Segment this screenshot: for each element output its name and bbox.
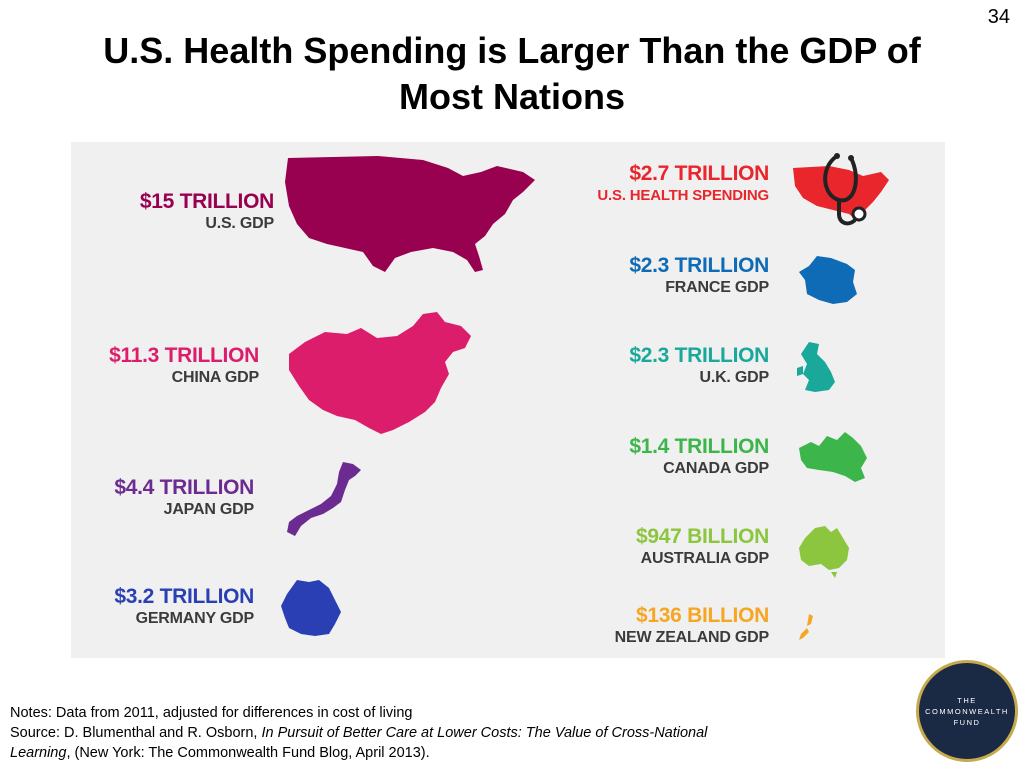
australia-map-icon (799, 526, 849, 578)
notes-line: Notes: Data from 2011, adjusted for diff… (10, 705, 413, 721)
value-france-gdp: $2.3 TRILLION (629, 254, 769, 277)
slide-title-line-1: U.S. Health Spending is Larger Than the … (103, 30, 921, 71)
label-france-gdp: $2.3 TRILLION FRANCE GDP (539, 254, 769, 298)
label-us-gdp: $15 TRILLION U.S. GDP (74, 190, 274, 234)
label-germany-gdp: $3.2 TRILLION GERMANY GDP (54, 585, 254, 629)
source-line-2: Learning, (New York: The Commonwealth Fu… (10, 743, 890, 763)
name-australia-gdp: AUSTRALIA GDP (640, 550, 770, 567)
value-australia-gdp: $947 BILLION (636, 525, 769, 548)
canada-map-icon (799, 432, 867, 482)
slide-number: 34 (987, 6, 1010, 28)
uk-map-icon (797, 342, 835, 392)
value-us-health-spending: $2.7 TRILLION (629, 162, 769, 185)
logo-line-3: FUND (953, 717, 981, 727)
name-us-gdp: U.S. GDP (205, 215, 274, 232)
new-zealand-map-icon (799, 614, 813, 640)
source-prefix: Source: D. Blumenthal and R. Osborn, (10, 725, 262, 741)
label-japan-gdp: $4.4 TRILLION JAPAN GDP (54, 476, 254, 520)
value-canada-gdp: $1.4 TRILLION (629, 435, 769, 458)
label-china-gdp: $11.3 TRILLION CHINA GDP (59, 344, 259, 388)
label-new-zealand-gdp: $136 BILLION NEW ZEALAND GDP (539, 604, 770, 648)
value-germany-gdp: $3.2 TRILLION (114, 585, 254, 608)
france-map-icon (799, 256, 857, 304)
source-line: Source: D. Blumenthal and R. Osborn, In … (10, 723, 890, 743)
slide-title-line-2: Most Nations (398, 76, 625, 117)
japan-map-icon (287, 462, 361, 536)
name-new-zealand-gdp: NEW ZEALAND GDP (614, 629, 770, 646)
value-us-gdp: $15 TRILLION (139, 190, 274, 213)
value-new-zealand-gdp: $136 BILLION (636, 604, 769, 627)
name-china-gdp: CHINA GDP (171, 369, 260, 386)
germany-map-icon (281, 580, 341, 636)
us-stethoscope-icon (793, 153, 889, 226)
name-germany-gdp: GERMANY GDP (135, 610, 255, 627)
source-suffix: , (New York: The Commonwealth Fund Blog,… (66, 745, 430, 761)
slide-title: U.S. Health Spending is Larger Than the … (40, 28, 984, 120)
label-canada-gdp: $1.4 TRILLION CANADA GDP (539, 435, 769, 479)
logo-line-2: COMMONWEALTH (925, 706, 1009, 716)
source-title-a: In Pursuit of Better Care at Lower Costs… (261, 725, 708, 741)
label-australia-gdp: $947 BILLION AUSTRALIA GDP (539, 525, 769, 569)
logo-line-1: THE (957, 695, 977, 705)
name-us-health-spending: U.S. HEALTH SPENDING (597, 187, 769, 204)
us-map-icon (285, 156, 535, 272)
name-france-gdp: FRANCE GDP (665, 279, 769, 296)
name-japan-gdp: JAPAN GDP (163, 501, 255, 518)
value-japan-gdp: $4.4 TRILLION (114, 476, 254, 499)
value-china-gdp: $11.3 TRILLION (109, 344, 259, 367)
value-uk-gdp: $2.3 TRILLION (629, 344, 769, 367)
commonwealth-fund-logo: THE COMMONWEALTH FUND (916, 660, 1018, 762)
name-canada-gdp: CANADA GDP (663, 460, 769, 477)
source-title-b: Learning (10, 745, 67, 761)
name-uk-gdp: U.K. GDP (699, 369, 769, 386)
infographic-panel: $15 TRILLION U.S. GDP $11.3 TRILLION CHI… (71, 142, 945, 658)
notes-block: Notes: Data from 2011, adjusted for diff… (10, 703, 890, 763)
label-us-health-spending: $2.7 TRILLION U.S. HEALTH SPENDING (539, 162, 769, 206)
label-uk-gdp: $2.3 TRILLION U.K. GDP (539, 344, 769, 388)
china-map-icon (289, 312, 471, 434)
